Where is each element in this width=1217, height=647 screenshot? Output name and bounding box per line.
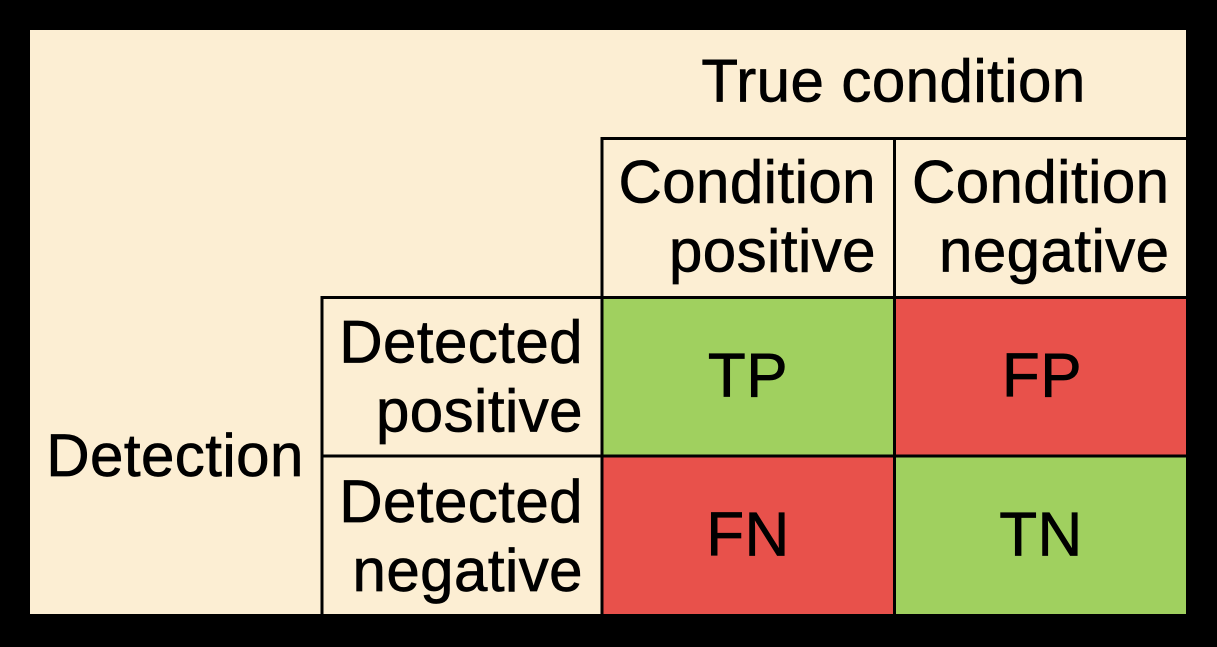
svg-text:TN: TN xyxy=(999,500,1083,569)
svg-text:FN: FN xyxy=(706,500,790,569)
svg-text:positive: positive xyxy=(669,218,876,285)
svg-text:negative: negative xyxy=(353,537,583,604)
svg-text:negative: negative xyxy=(939,218,1169,285)
svg-text:Condition: Condition xyxy=(912,149,1170,216)
svg-text:FP: FP xyxy=(1002,341,1082,410)
svg-text:Detection: Detection xyxy=(46,422,304,489)
svg-text:Condition: Condition xyxy=(618,149,876,216)
svg-text:Detected: Detected xyxy=(339,309,583,376)
svg-text:positive: positive xyxy=(376,378,583,445)
svg-text:Detected: Detected xyxy=(339,468,583,535)
svg-text:TP: TP xyxy=(708,341,788,410)
svg-text:True condition: True condition xyxy=(701,48,1085,115)
